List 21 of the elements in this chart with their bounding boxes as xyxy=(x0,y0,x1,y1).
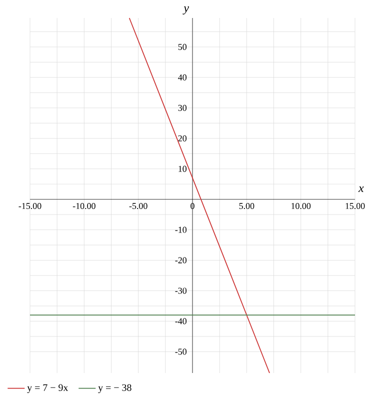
x-tick-label: -5.00 xyxy=(129,202,148,210)
x-tick-label: 0 xyxy=(190,202,194,210)
y-tick-label: -40 xyxy=(175,318,187,324)
legend-label: y = 7 − 9x xyxy=(27,384,68,394)
x-tick-label: 5.00 xyxy=(239,202,254,210)
y-tick-label: 50 xyxy=(178,44,187,50)
y-tick-label: -20 xyxy=(175,257,187,264)
y-tick-label: 30 xyxy=(178,104,187,111)
y-tick-label: -10 xyxy=(175,226,187,233)
y-tick-label: -30 xyxy=(175,288,187,294)
x-tick-label: 10.00 xyxy=(292,202,311,210)
y-tick-label: -50 xyxy=(175,348,187,355)
x-tick-label: -15.00 xyxy=(18,202,42,210)
x-tick-label: -10.00 xyxy=(72,202,96,210)
y-tick-label: 10 xyxy=(178,166,187,172)
x-tick-label: 15.00 xyxy=(346,202,365,210)
x-axis-title: x xyxy=(358,186,364,192)
y-axis-title: y xyxy=(182,6,189,14)
y-tick-label: 40 xyxy=(178,74,187,80)
legend-label: y = − 38 xyxy=(98,384,132,394)
y-tick-label: 20 xyxy=(178,135,187,142)
